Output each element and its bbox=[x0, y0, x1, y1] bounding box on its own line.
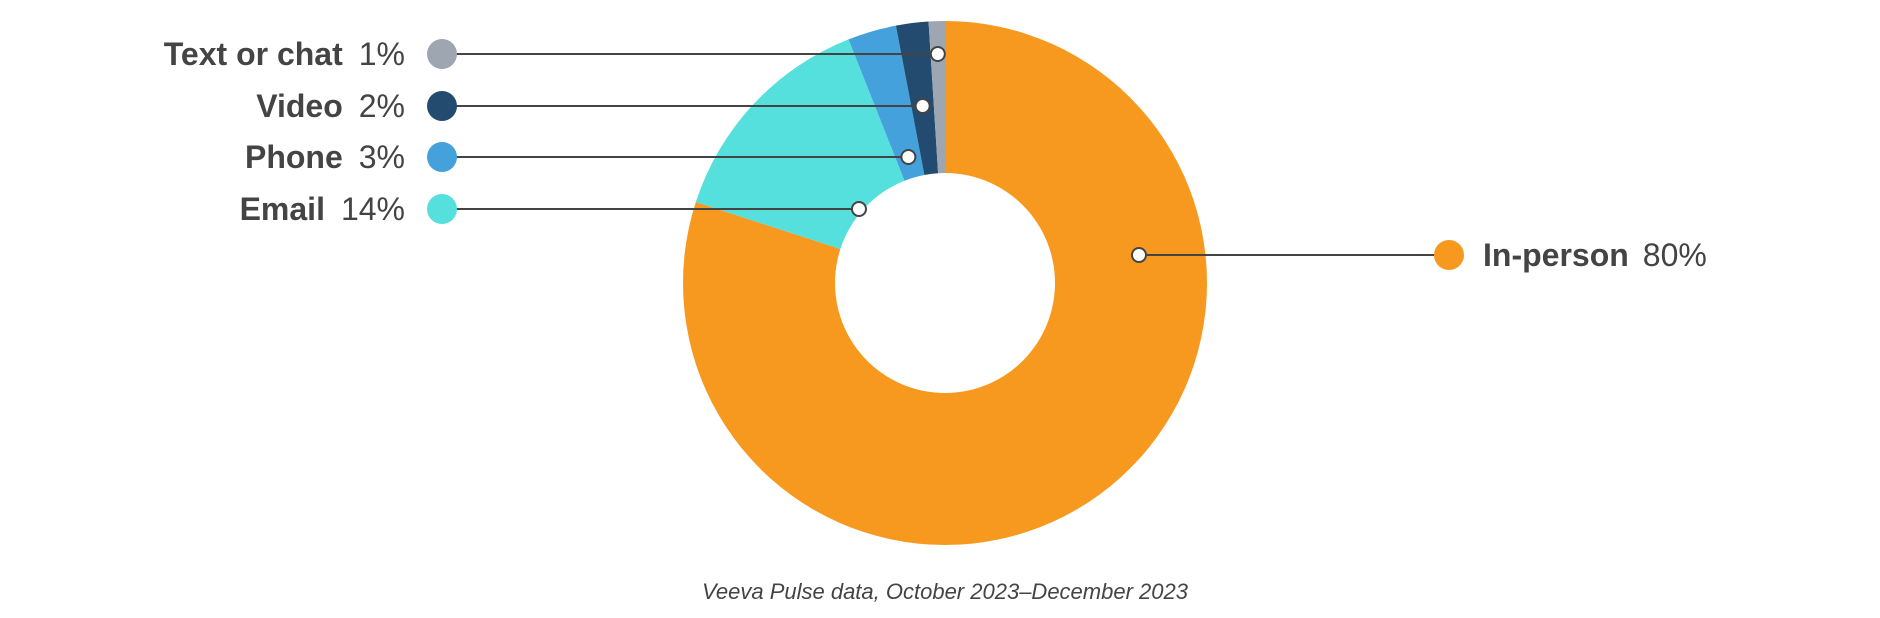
anchor-point-text-or-chat bbox=[929, 46, 946, 62]
value-label-video: 2% bbox=[359, 88, 405, 124]
legend-dot-text-or-chat bbox=[427, 39, 457, 69]
legend-dot-in-person bbox=[1434, 240, 1464, 270]
value-label-in-person: 80% bbox=[1643, 237, 1707, 273]
legend-dot-phone bbox=[427, 142, 457, 172]
label-email: Email bbox=[240, 191, 325, 227]
legend-dot-video bbox=[427, 91, 457, 121]
source-note: Veeva Pulse data, October 2023–December … bbox=[702, 579, 1189, 604]
label-in-person: In-person bbox=[1483, 237, 1629, 273]
slice-phone bbox=[848, 25, 925, 181]
slice-email bbox=[695, 39, 905, 250]
anchor-point-email bbox=[850, 201, 867, 217]
value-label-text-or-chat: 1% bbox=[359, 36, 405, 72]
slice-in-person bbox=[683, 21, 1208, 545]
label-phone: Phone bbox=[245, 139, 343, 175]
label-video: Video bbox=[256, 88, 343, 124]
value-label-phone: 3% bbox=[359, 139, 405, 175]
anchor-point-video bbox=[914, 98, 931, 114]
legend-dot-email bbox=[427, 194, 457, 224]
callouts: In-person 80% 14% Email 3% Phone 2% Video 1% Text… bbox=[164, 36, 1707, 273]
slice-video bbox=[895, 21, 939, 175]
value-label-email: 14% bbox=[341, 191, 405, 227]
anchor-point-phone bbox=[900, 149, 917, 165]
label-text-or-chat: Text or chat bbox=[164, 36, 343, 72]
anchor-point-in-person bbox=[1130, 247, 1147, 263]
donut-slices bbox=[683, 21, 1208, 545]
